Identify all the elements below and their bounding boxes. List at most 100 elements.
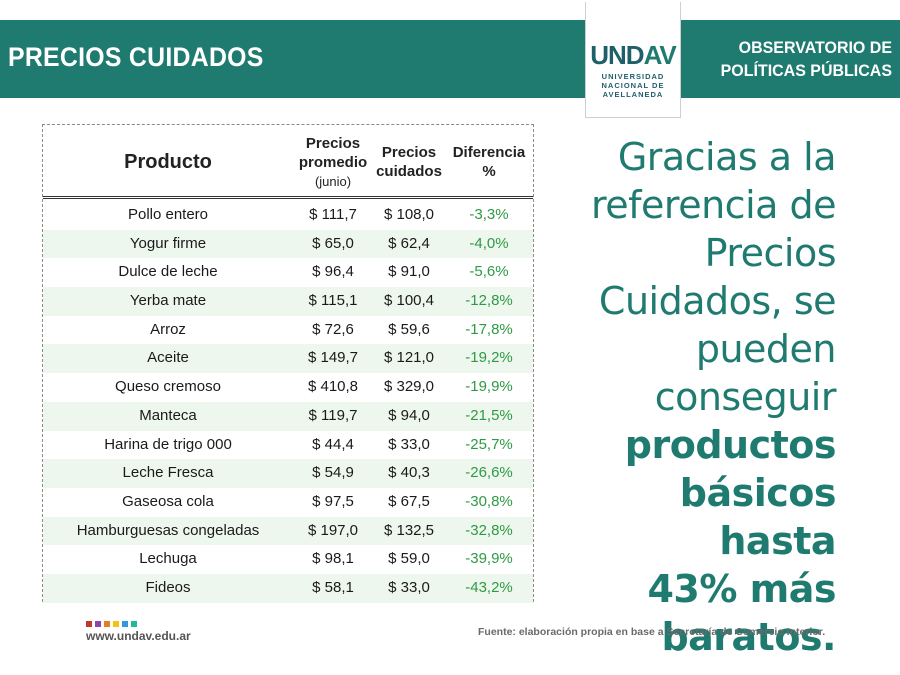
cell-care-price: $ 40,3	[388, 464, 430, 482]
cell-product: Queso cremoso	[115, 378, 221, 396]
cell-care-price: $ 94,0	[388, 406, 430, 424]
cell-product: Aceite	[147, 349, 189, 367]
brand-dot	[86, 621, 92, 627]
website-url[interactable]: www.undav.edu.ar	[86, 629, 191, 643]
table-row: Yogur firme $ 65,0 $ 62,4 -4,0%	[43, 229, 533, 259]
cell-average-price: $ 65,0	[312, 234, 354, 252]
brand-dot	[95, 621, 101, 627]
quote-line-bold: 43% más	[647, 567, 836, 611]
cell-difference: -39,9%	[465, 550, 513, 568]
cell-average-price: $ 98,1	[312, 550, 354, 568]
cell-product: Manteca	[139, 406, 197, 424]
cell-care-price: $ 67,5	[388, 492, 430, 510]
table-row: Aceite $ 149,7 $ 121,0 -19,2%	[43, 344, 533, 374]
brand-dot	[131, 621, 137, 627]
quote-line-bold: productos	[624, 423, 837, 467]
cell-care-price: $ 132,5	[383, 521, 435, 539]
cell-difference: -17,8%	[465, 320, 513, 338]
cell-product: Leche Fresca	[122, 464, 214, 482]
cell-average-price: $ 54,9	[312, 464, 354, 482]
cell-product: Dulce de leche	[118, 263, 218, 281]
table-row: Harina de trigo 000 $ 44,4 $ 33,0 -25,7%	[43, 431, 533, 460]
header-average-price: Precios promedio (junio)	[293, 125, 373, 199]
cell-average-price: $ 115,1	[308, 292, 358, 310]
quote-line: Gracias a la	[617, 135, 837, 179]
cell-product: Hamburguesas congeladas	[76, 521, 260, 539]
table-body: Pollo entero $ 111,7 $ 108,0 -3,3% Yogur fir…	[43, 201, 533, 603]
cell-difference: -3,3%	[469, 206, 509, 223]
cell-care-price: $ 62,4	[388, 234, 430, 252]
undav-logo: UNDAV UNIVERSIDAD NACIONAL DE AVELLANEDA	[585, 2, 681, 118]
cell-difference: -30,8%	[465, 492, 513, 510]
logo-text-b: AV	[643, 40, 677, 70]
quote-line: pueden	[695, 327, 837, 371]
cell-care-price: $ 91,0	[388, 263, 430, 281]
cell-product: Arroz	[150, 320, 186, 338]
price-table: Producto Precios promedio (junio) Precio…	[42, 124, 534, 603]
quote-line: referencia de	[591, 183, 837, 227]
cell-care-price: $ 59,0	[388, 550, 430, 568]
cell-care-price: $ 33,0	[388, 578, 430, 596]
cell-average-price: $ 97,5	[312, 492, 354, 510]
cell-average-price: $ 96,4	[312, 263, 354, 281]
cell-difference: -19,9%	[465, 378, 513, 396]
cell-care-price: $ 100,4	[383, 292, 435, 310]
header-average-line-2: promedio	[298, 153, 368, 171]
brand-dot	[122, 621, 128, 627]
cell-difference: -4,0%	[469, 234, 509, 252]
header-care-line-1: Precios	[381, 144, 437, 161]
page-title: PRECIOS CUIDADOS	[8, 42, 264, 72]
cell-product: Pollo entero	[127, 206, 209, 223]
header-average-line-1: Precios	[305, 134, 361, 152]
cell-product: Lechuga	[139, 550, 197, 568]
table-row: Fideos $ 58,1 $ 33,0 -43,2%	[43, 573, 533, 603]
cell-care-price: $ 59,6	[388, 320, 430, 338]
header-product: Producto	[43, 125, 293, 199]
logo-sub-line-3: AVELLANEDA	[602, 90, 664, 99]
table-row: Yerba mate $ 115,1 $ 100,4 -12,8%	[43, 287, 533, 316]
cell-difference: -21,5%	[465, 406, 513, 424]
cell-care-price: $ 329,0	[383, 378, 435, 396]
table-row: Lechuga $ 98,1 $ 59,0 -39,9%	[43, 545, 533, 574]
cell-difference: -5,6%	[469, 263, 509, 281]
cell-product: Harina de trigo 000	[104, 435, 232, 453]
cell-product: Yerba mate	[129, 292, 207, 310]
cell-average-price: $ 197,0	[307, 521, 359, 539]
brand-dot	[104, 621, 110, 627]
table-row: Queso cremoso $ 410,8 $ 329,0 -19,9%	[43, 373, 533, 402]
cell-average-price: $ 119,7	[308, 406, 358, 424]
logo-sub-line-1: UNIVERSIDAD	[601, 72, 665, 81]
cell-care-price: $ 33,0	[388, 435, 430, 453]
table-row: Hamburguesas congeladas $ 197,0 $ 132,5 -32…	[43, 516, 533, 546]
quote-line-bold: baratos.	[661, 615, 836, 659]
cell-product: Fideos	[145, 578, 191, 596]
cell-difference: -43,2%	[465, 578, 513, 596]
logo-mark: UNDAV	[586, 42, 680, 68]
header-bar	[0, 20, 900, 98]
header-care-price: Precios cuidados	[373, 125, 445, 199]
cell-average-price: $ 72,6	[312, 320, 354, 338]
cell-average-price: $ 44,4	[312, 435, 354, 453]
logo-text-a: UND	[590, 40, 644, 70]
cell-average-price: $ 58,1	[312, 578, 354, 596]
quote-line: conseguir	[654, 375, 837, 419]
logo-sub-line-2: NACIONAL DE	[601, 81, 665, 90]
header-care-line-2: cuidados	[376, 163, 442, 180]
observatory-title: OBSERVATORIO DE POLÍTICAS PÚBLICAS	[685, 36, 892, 82]
brand-dot	[113, 621, 119, 627]
header-difference-line-1: Diferencia	[452, 144, 526, 161]
cell-care-price: $ 121,0	[383, 349, 435, 367]
header-difference: Diferencia %	[445, 125, 533, 199]
cell-average-price: $ 410,8	[307, 378, 359, 396]
observatory-line-1: OBSERVATORIO DE	[738, 38, 892, 57]
source-note: Fuente: elaboración propia en base a Sec…	[478, 626, 826, 638]
cell-average-price: $ 149,7	[307, 349, 359, 367]
cell-difference: -26,6%	[465, 464, 513, 482]
cell-difference: -25,7%	[465, 435, 513, 453]
brand-dots	[86, 621, 137, 627]
table-row: Leche Fresca $ 54,9 $ 40,3 -26,6%	[43, 459, 533, 488]
table-row: Pollo entero $ 111,7 $ 108,0 -3,3%	[43, 201, 533, 230]
header-difference-line-2: %	[482, 163, 496, 180]
header-average-line-3: (junio)	[314, 173, 352, 189]
cell-product: Gaseosa cola	[122, 492, 214, 510]
